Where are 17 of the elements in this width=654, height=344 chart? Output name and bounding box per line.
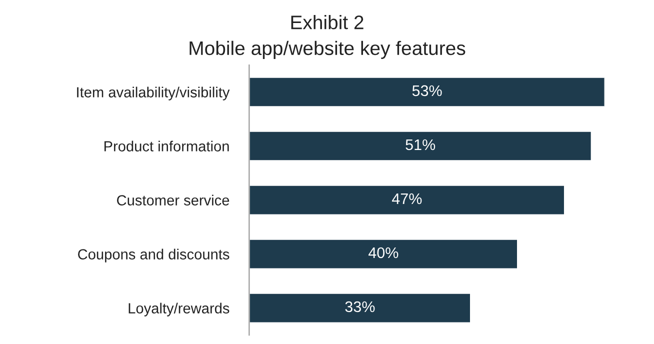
- bar: [249, 76, 605, 108]
- y-tick-label: Product information: [104, 140, 229, 152]
- bar: [249, 184, 566, 216]
- y-tick-label: Loyalty/rewards: [128, 302, 230, 316]
- data-label: 51%: [406, 139, 436, 150]
- chart-title: Exhibit 2: [291, 15, 364, 30]
- data-label: 53%: [412, 85, 442, 96]
- data-label: 40%: [368, 247, 398, 258]
- chart-subtitle: Mobile app/website key features: [190, 40, 466, 59]
- data-label: 33%: [345, 301, 375, 312]
- bar: [249, 292, 472, 324]
- y-tick-label: Coupons and discounts: [78, 248, 230, 262]
- bar: [249, 130, 592, 162]
- y-tick-label: Item availability/visibility: [77, 86, 230, 100]
- bar: [249, 238, 518, 270]
- data-label: 47%: [392, 193, 422, 204]
- y-tick-label: Customer service: [117, 194, 230, 206]
